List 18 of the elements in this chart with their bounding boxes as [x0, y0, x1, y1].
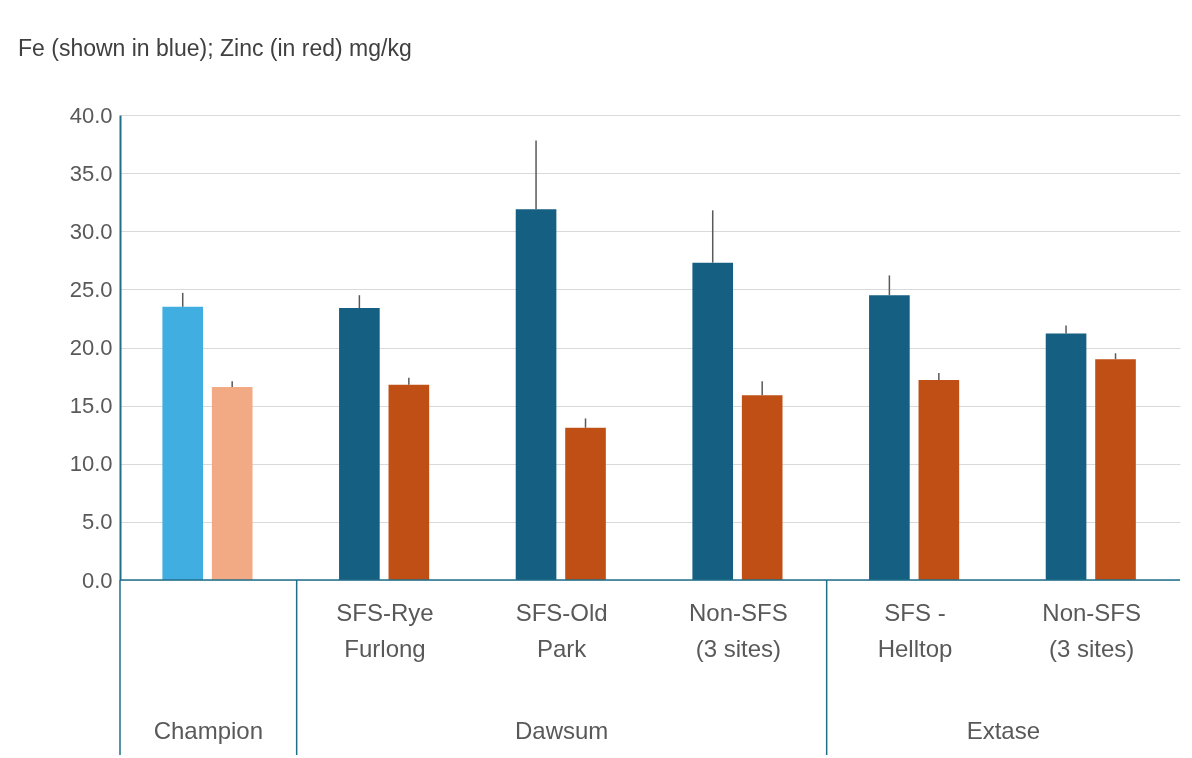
x-tick-label: Non-SFS (3 sites) [688, 599, 788, 662]
y-tick-label: 30.0 [69, 218, 113, 244]
y-tick-label: 25.0 [69, 276, 113, 302]
y-tick-label: 0.0 [81, 567, 113, 593]
y-tick-label: 10.0 [69, 451, 113, 477]
y-tick-label: 20.0 [69, 335, 113, 360]
text: Champion [153, 717, 264, 744]
text: Dawsum [514, 717, 609, 744]
text: Extase [966, 717, 1041, 744]
y-axis-title: Fe (shown in blue); Zinc (in red) mg/kg [18, 35, 412, 61]
y-tick-label: 35.0 [69, 160, 113, 186]
x-tick-label: SFS-Rye Furlong [336, 599, 434, 662]
x-tick-label: SFS - Helltop [877, 599, 953, 662]
y-tick-label: 5.0 [81, 509, 113, 535]
y-tick-label: 40.0 [69, 102, 113, 128]
x-tick-label: Non-SFS (3 sites) [1042, 599, 1142, 662]
x-tick-label: SFS-Old Park [515, 599, 608, 662]
y-tick-label: 15.0 [69, 393, 113, 419]
